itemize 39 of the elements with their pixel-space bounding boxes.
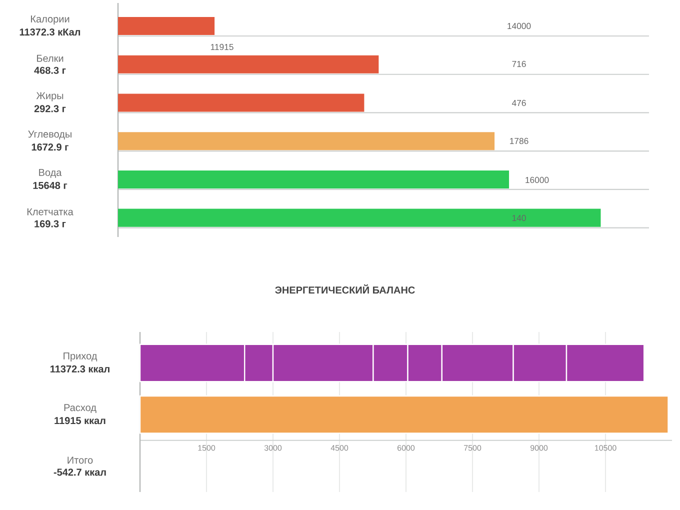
- y-tick-label: Углеводы: [28, 130, 72, 140]
- x-tick-label: 4500: [330, 445, 348, 451]
- text: 169.3 г: [34, 220, 66, 228]
- x-tick-label: 7500: [464, 445, 482, 451]
- y-tick-label: Клетчатка: [27, 208, 74, 216]
- y-tick-label: Приход: [64, 352, 98, 362]
- bar: [118, 208, 601, 227]
- x-tick-label: 10500: [594, 445, 616, 451]
- annotation: 14000: [508, 22, 531, 30]
- chart-title: ЭНЕРГЕТИЧЕСКИЙ БАЛАНС: [275, 284, 415, 294]
- y-tick-label: Жиры: [36, 92, 64, 102]
- text: 15648 г: [33, 182, 68, 189]
- text: 1672.9 г: [32, 144, 68, 151]
- y-tick-label: Расход: [64, 404, 96, 414]
- text: -542.7 ккал: [54, 468, 106, 476]
- x-tick-label: 3000: [264, 445, 282, 451]
- x-tick-label: 6000: [398, 445, 415, 451]
- text: 11372.3 кКал: [20, 28, 80, 36]
- annotation: 11915: [210, 44, 234, 50]
- bar: [118, 170, 510, 188]
- text: 292.3 г: [34, 105, 66, 112]
- x-tick-label: 1500: [198, 445, 216, 451]
- text: 468.3 г: [34, 66, 66, 74]
- x-tick-label: 9000: [530, 445, 548, 451]
- annotation: 476: [512, 100, 526, 106]
- annotation: 1786: [510, 138, 528, 144]
- text: 11915 ккал: [54, 417, 106, 424]
- bar: [118, 132, 495, 150]
- text: 11372.3 ккал: [50, 365, 110, 373]
- y-tick-label: Калории: [31, 16, 70, 24]
- annotation: 16000: [526, 176, 549, 184]
- bar: [118, 16, 215, 36]
- y-tick-label: Белки: [37, 54, 64, 62]
- y-tick-label: Вода: [39, 169, 62, 178]
- y-tick-label: Итого: [68, 456, 93, 464]
- bar: [118, 94, 364, 112]
- annotation: 140: [512, 214, 526, 222]
- annotation: 716: [512, 60, 526, 68]
- bar: [118, 55, 379, 74]
